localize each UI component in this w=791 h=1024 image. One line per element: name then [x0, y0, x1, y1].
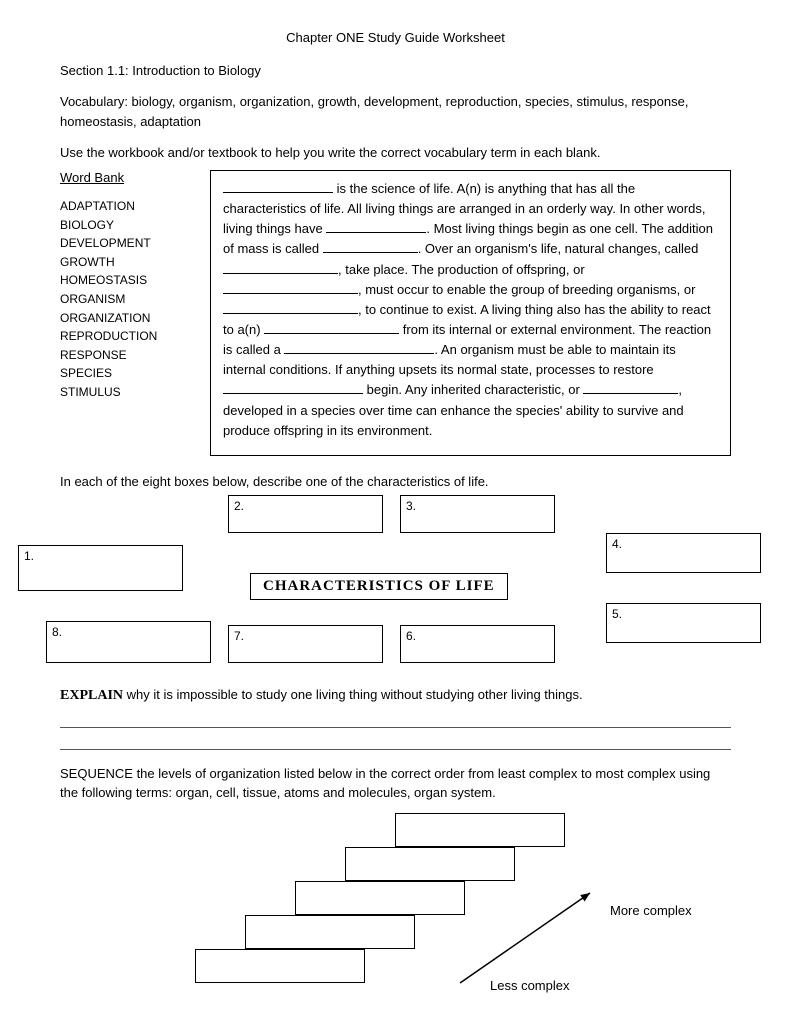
stairs-diagram: More complexLess complex — [120, 813, 731, 1023]
word-bank-item: STIMULUS — [60, 383, 190, 402]
characteristic-box[interactable]: 3. — [400, 495, 555, 533]
complexity-arrow — [120, 813, 720, 1013]
characteristic-box[interactable]: 4. — [606, 533, 761, 573]
characteristic-box[interactable]: 5. — [606, 603, 761, 643]
characteristics-diagram: 1.2.3.4.5.6.7.8.CHARACTERISTICS OF LIFE — [60, 495, 731, 675]
word-bank-item: ADAPTATION — [60, 197, 190, 216]
fill-blank[interactable] — [223, 393, 363, 394]
sequence-prompt: SEQUENCE the levels of organization list… — [60, 764, 731, 803]
fill-blank[interactable] — [223, 192, 333, 193]
characteristic-box[interactable]: 1. — [18, 545, 183, 591]
word-bank-item: RESPONSE — [60, 346, 190, 365]
word-bank: Word Bank ADAPTATIONBIOLOGYDEVELOPMENTGR… — [60, 170, 190, 456]
fill-blank[interactable] — [323, 252, 418, 253]
fill-blank[interactable] — [583, 393, 678, 394]
explain-text: why it is impossible to study one living… — [123, 687, 583, 702]
word-bank-title: Word Bank — [60, 170, 190, 185]
fill-in-paragraph[interactable]: is the science of life. A(n) is anything… — [210, 170, 731, 456]
answer-line-2[interactable] — [60, 732, 731, 750]
characteristics-title: CHARACTERISTICS OF LIFE — [250, 573, 508, 600]
word-bank-list: ADAPTATIONBIOLOGYDEVELOPMENTGROWTHHOMEOS… — [60, 197, 190, 402]
explain-label: EXPLAIN — [60, 688, 123, 703]
fill-blank[interactable] — [264, 333, 399, 334]
vocab-terms: biology, organism, organization, growth,… — [60, 94, 688, 129]
fill-blank[interactable] — [223, 273, 338, 274]
vocab-label: Vocabulary: — [60, 94, 132, 109]
page-title: Chapter ONE Study Guide Worksheet — [60, 30, 731, 45]
word-bank-item: SPECIES — [60, 364, 190, 383]
word-bank-item: GROWTH — [60, 253, 190, 272]
answer-line-1[interactable] — [60, 710, 731, 728]
word-bank-row: Word Bank ADAPTATIONBIOLOGYDEVELOPMENTGR… — [60, 170, 731, 456]
characteristic-box[interactable]: 2. — [228, 495, 383, 533]
word-bank-item: ORGANISM — [60, 290, 190, 309]
word-bank-item: DEVELOPMENT — [60, 234, 190, 253]
word-bank-item: BIOLOGY — [60, 216, 190, 235]
section-heading: Section 1.1: Introduction to Biology — [60, 63, 731, 78]
characteristic-box[interactable]: 7. — [228, 625, 383, 663]
vocabulary-line: Vocabulary: biology, organism, organizat… — [60, 92, 731, 131]
fill-blank[interactable] — [326, 232, 426, 233]
fill-blank[interactable] — [223, 293, 358, 294]
fill-blank[interactable] — [284, 353, 434, 354]
word-bank-item: HOMEOSTASIS — [60, 271, 190, 290]
instruction-text: Use the workbook and/or textbook to help… — [60, 145, 731, 160]
characteristics-instruction: In each of the eight boxes below, descri… — [60, 474, 731, 489]
word-bank-item: ORGANIZATION — [60, 309, 190, 328]
explain-prompt: EXPLAIN why it is impossible to study on… — [60, 687, 731, 704]
characteristic-box[interactable]: 8. — [46, 621, 211, 663]
characteristic-box[interactable]: 6. — [400, 625, 555, 663]
word-bank-item: REPRODUCTION — [60, 327, 190, 346]
fill-blank[interactable] — [223, 313, 358, 314]
